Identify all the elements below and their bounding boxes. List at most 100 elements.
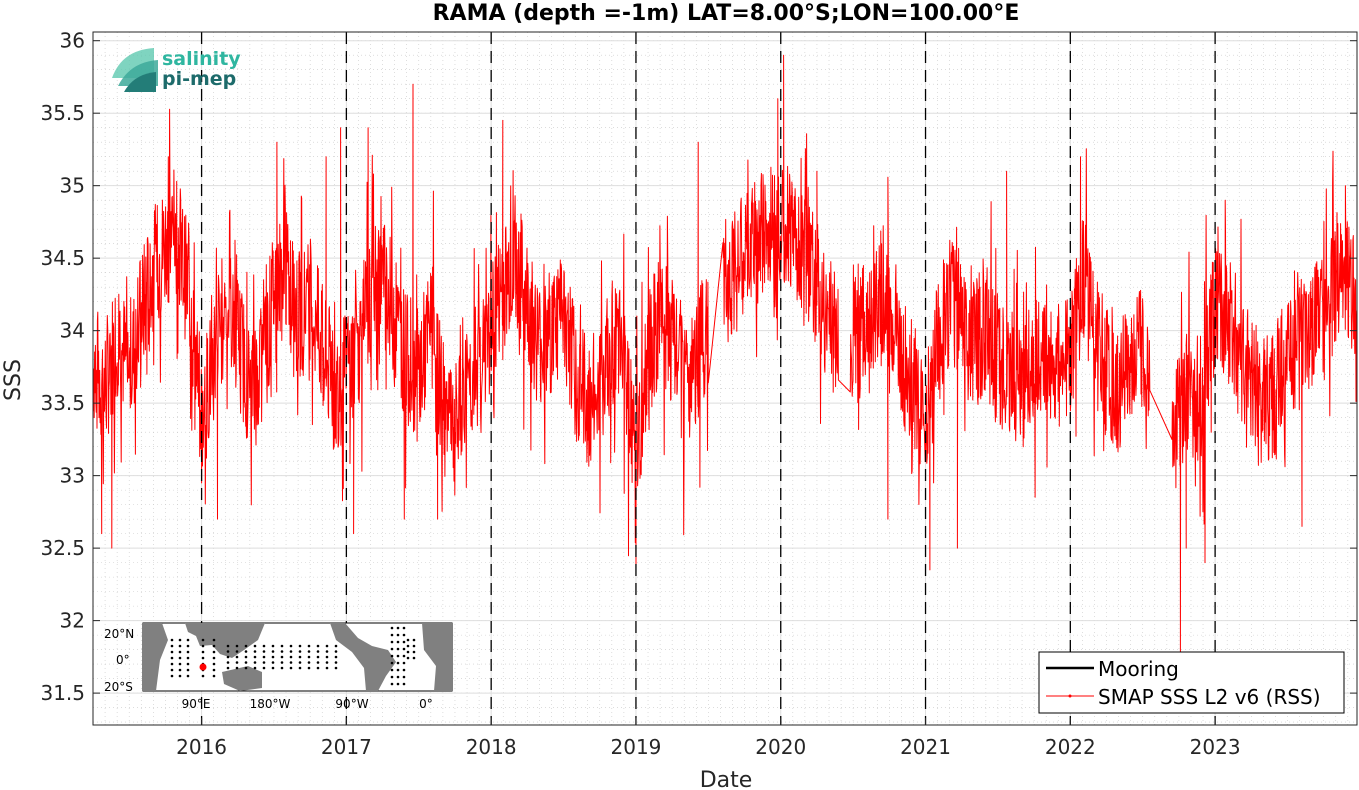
inset-mooring-dot: [212, 674, 216, 678]
inset-land-asia: [185, 623, 265, 658]
inset-mooring-dot: [253, 655, 257, 659]
inset-mooring-dot: [307, 666, 311, 670]
inset-mooring-dot: [280, 666, 284, 670]
x-tick-label: 2021: [900, 735, 951, 759]
inset-mooring-dot: [325, 650, 329, 653]
inset-mooring-dot: [178, 638, 182, 642]
inset-mooring-dot: [316, 655, 320, 659]
inset-mooring-dot: [253, 661, 257, 664]
x-tick-label: 2020: [755, 735, 806, 759]
inset-mooring-dot: [186, 674, 190, 678]
inset-mooring-dot: [289, 661, 293, 664]
inset-mooring-dot: [325, 661, 329, 664]
inset-mooring-dot: [280, 644, 284, 648]
legend-label-smap: SMAP SSS L2 v6 (RSS): [1098, 685, 1321, 709]
inset-mooring-dot: [396, 626, 400, 630]
inset-mooring-dot: [201, 656, 205, 660]
inset-mooring-dot: [402, 654, 406, 658]
y-tick-label: 32.5: [40, 536, 85, 560]
inset-mooring-dot: [262, 650, 266, 653]
inset-mooring-dot: [262, 661, 266, 664]
inset-mooring-dot: [186, 638, 190, 642]
inset-mooring-dot: [298, 644, 302, 648]
inset-mooring-dot: [201, 650, 205, 654]
inset-mooring-dot: [390, 661, 394, 665]
inset-mooring-dot: [170, 656, 174, 660]
legend-label-mooring: Mooring: [1098, 657, 1179, 681]
inset-mooring-dot: [390, 654, 394, 658]
inset-mooring-dot: [390, 626, 394, 630]
inset-mooring-dot: [271, 644, 275, 648]
inset-lon-label-180w: 180°W: [250, 697, 291, 711]
inset-mooring-dot: [298, 650, 302, 653]
inset-mooring-dot: [280, 661, 284, 664]
inset-mooring-dot: [201, 644, 205, 648]
y-tick-label: 31.5: [40, 681, 85, 705]
inset-mooring-dot: [390, 668, 394, 672]
inset-mooring-dot: [298, 655, 302, 659]
inset-mooring-dot: [412, 644, 416, 648]
inset-mooring-dot: [262, 655, 266, 659]
inset-mooring-dot: [186, 668, 190, 672]
inset-mooring-dot: [244, 655, 248, 659]
y-axis-label: SSS: [1, 359, 26, 401]
inset-mooring-dot: [289, 666, 293, 670]
inset-mooring-dot: [298, 661, 302, 664]
inset-mooring-dot: [316, 666, 320, 670]
inset-mooring-dot: [271, 650, 275, 653]
inset-mooring-dot: [226, 655, 230, 659]
inset-mooring-dot: [289, 655, 293, 659]
inset-mooring-dot: [307, 650, 311, 653]
inset-mooring-dot: [186, 656, 190, 660]
inset-mooring-dot: [334, 661, 338, 664]
inset-mooring-dot: [271, 666, 275, 670]
inset-mooring-dot: [170, 662, 174, 666]
inset-lon-label-90w: 90°W: [335, 697, 368, 711]
inset-mooring-dot: [390, 675, 394, 679]
x-axis-label: Date: [700, 768, 753, 790]
y-tick-label: 33.5: [40, 391, 85, 415]
inset-mooring-dot: [262, 666, 266, 670]
inset-mooring-dot: [226, 650, 230, 653]
inset-mooring-dot: [235, 661, 239, 664]
inset-mooring-dot: [402, 626, 406, 630]
inset-mooring-dot: [212, 656, 216, 660]
legend-swatch-smap-marker: [1068, 694, 1072, 698]
inset-mooring-dot: [178, 656, 182, 660]
legend: Mooring SMAP SSS L2 v6 (RSS): [1038, 651, 1345, 714]
chart-title: RAMA (depth =-1m) LAT=8.00°S;LON=100.00°…: [433, 1, 1020, 26]
plot-area: 31.5 32 32.5 33 33.5 34 34.5 35 35.5 36 2016 2017 20…: [40, 29, 1358, 759]
salinity-pimep-logo: salinity pi-mep: [112, 48, 241, 92]
inset-mooring-dot: [178, 674, 182, 678]
inset-mooring-dot: [244, 661, 248, 664]
inset-mooring-dot: [212, 644, 216, 648]
logo-text-pimep: pi-mep: [162, 68, 236, 90]
y-tick-label: 35.5: [40, 101, 85, 125]
inset-lat-label-0: 0°: [116, 653, 130, 667]
inset-mooring-dot: [298, 666, 302, 670]
inset-mooring-dot: [390, 640, 394, 644]
inset-mooring-dot: [402, 668, 406, 672]
inset-mooring-dot: [402, 633, 406, 637]
x-tick-label: 2019: [611, 735, 662, 759]
inset-mooring-dot: [271, 661, 275, 664]
inset-mooring-dot: [390, 682, 394, 686]
inset-mooring-dot: [334, 650, 338, 653]
inset-mooring-dot: [170, 668, 174, 672]
x-tick-label: 2016: [176, 735, 227, 759]
legend-box: [1038, 651, 1345, 714]
inset-mooring-dot: [289, 650, 293, 653]
inset-mooring-dot: [186, 662, 190, 666]
inset-mooring-dot: [226, 661, 230, 664]
inset-mooring-dot: [396, 640, 400, 644]
inset-mooring-dot: [178, 644, 182, 648]
inset-mooring-dot: [178, 668, 182, 672]
inset-mooring-dot: [271, 655, 275, 659]
inset-mooring-dot: [316, 644, 320, 648]
y-tick-label: 34: [60, 319, 85, 343]
inset-mooring-dot: [280, 650, 284, 653]
inset-lat-label-20n: 20°N: [104, 627, 134, 641]
inset-mooring-dot: [170, 674, 174, 678]
inset-mooring-dots: [170, 626, 416, 686]
inset-mooring-dot: [235, 655, 239, 659]
